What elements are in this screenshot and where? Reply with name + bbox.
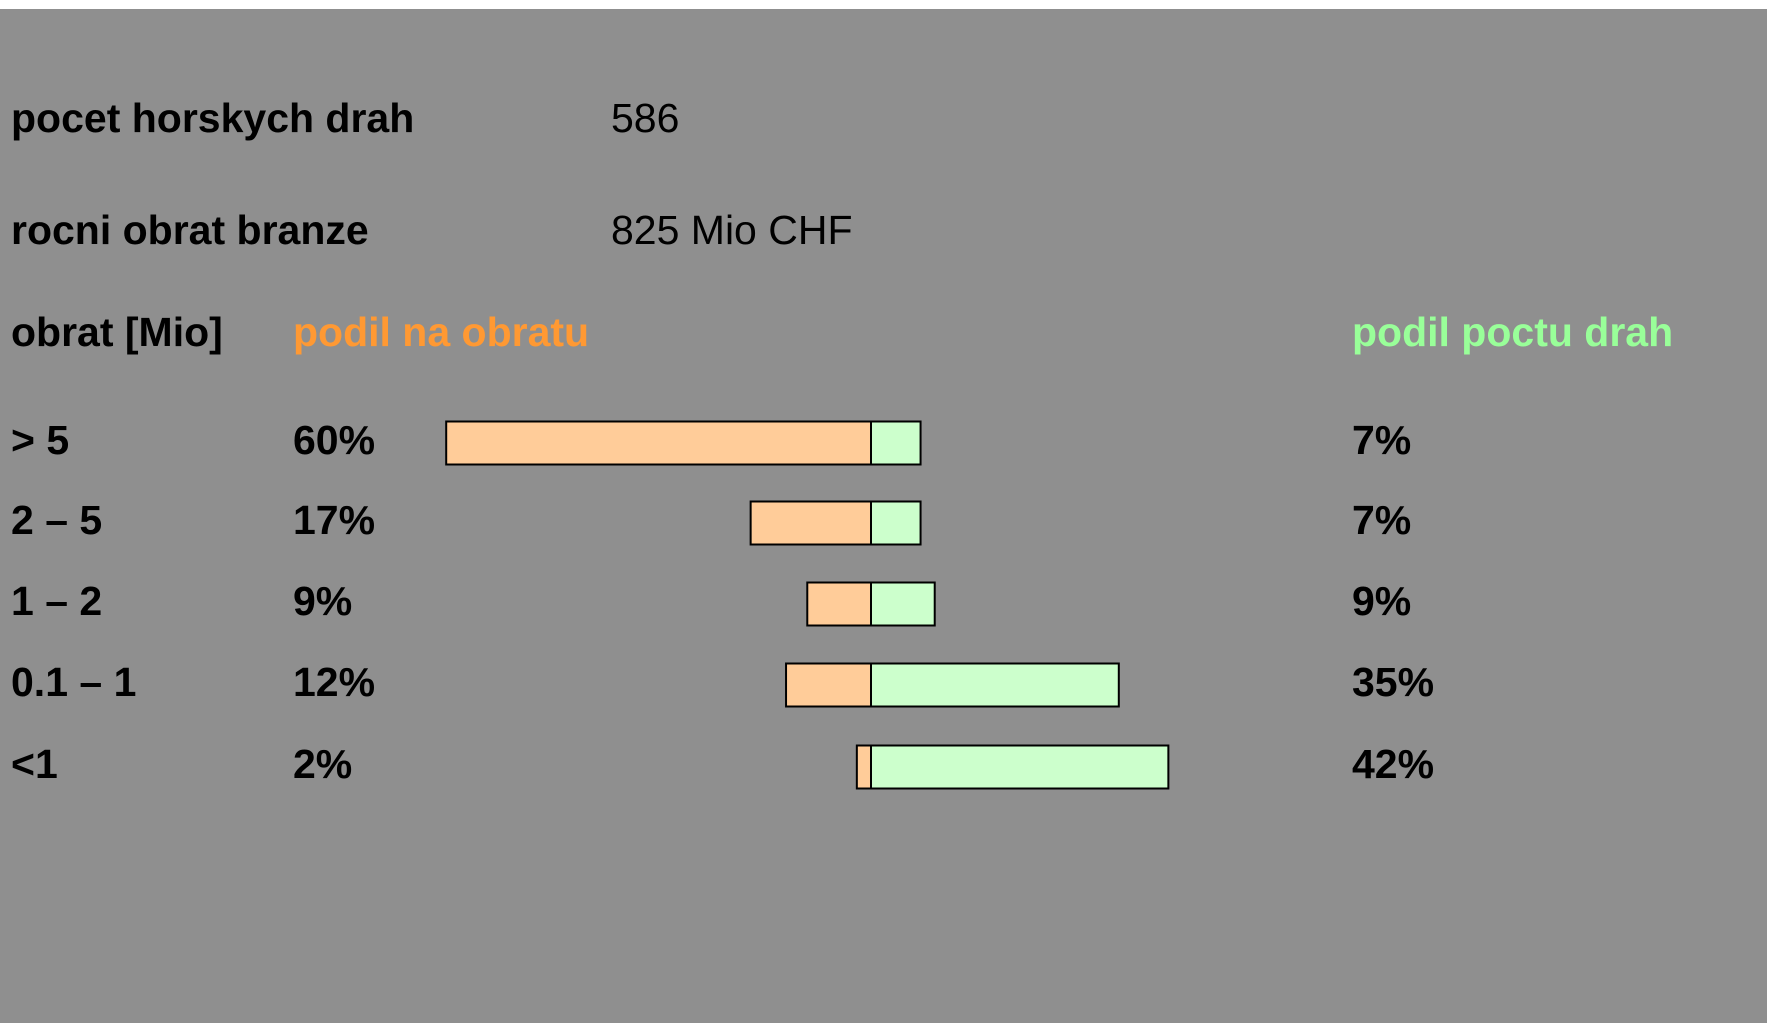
value-label: 7% xyxy=(1352,417,1411,463)
value-label: 2% xyxy=(293,741,352,787)
bar xyxy=(785,662,872,708)
value-label: 60% xyxy=(293,417,375,463)
bar xyxy=(870,581,936,627)
fact-value: 825 Mio CHF xyxy=(611,207,853,253)
value-label: 9% xyxy=(1352,578,1411,624)
category-label: <1 xyxy=(11,741,58,787)
value-label: 9% xyxy=(293,578,352,624)
series-header: podil na obratu xyxy=(293,309,589,355)
bar xyxy=(870,500,922,546)
bar xyxy=(749,500,873,546)
bar xyxy=(870,420,922,466)
category-label: 1 – 2 xyxy=(11,578,102,624)
bar xyxy=(445,420,872,466)
bar xyxy=(870,744,1170,790)
bar xyxy=(870,662,1120,708)
category-header: obrat [Mio] xyxy=(11,309,223,355)
value-label: 17% xyxy=(293,497,375,543)
category-label: 2 – 5 xyxy=(11,497,102,543)
fact-value: 586 xyxy=(611,95,679,141)
fact-label: rocni obrat branze xyxy=(11,207,369,253)
category-label: > 5 xyxy=(11,417,69,463)
value-label: 35% xyxy=(1352,659,1434,705)
category-label: 0.1 – 1 xyxy=(11,659,136,705)
value-label: 42% xyxy=(1352,741,1434,787)
fact-label: pocet horskych drah xyxy=(11,95,414,141)
bar xyxy=(855,744,873,790)
bar xyxy=(806,581,873,627)
value-label: 12% xyxy=(293,659,375,705)
value-label: 7% xyxy=(1352,497,1411,543)
series-header: podil poctu drah xyxy=(1352,309,1673,355)
